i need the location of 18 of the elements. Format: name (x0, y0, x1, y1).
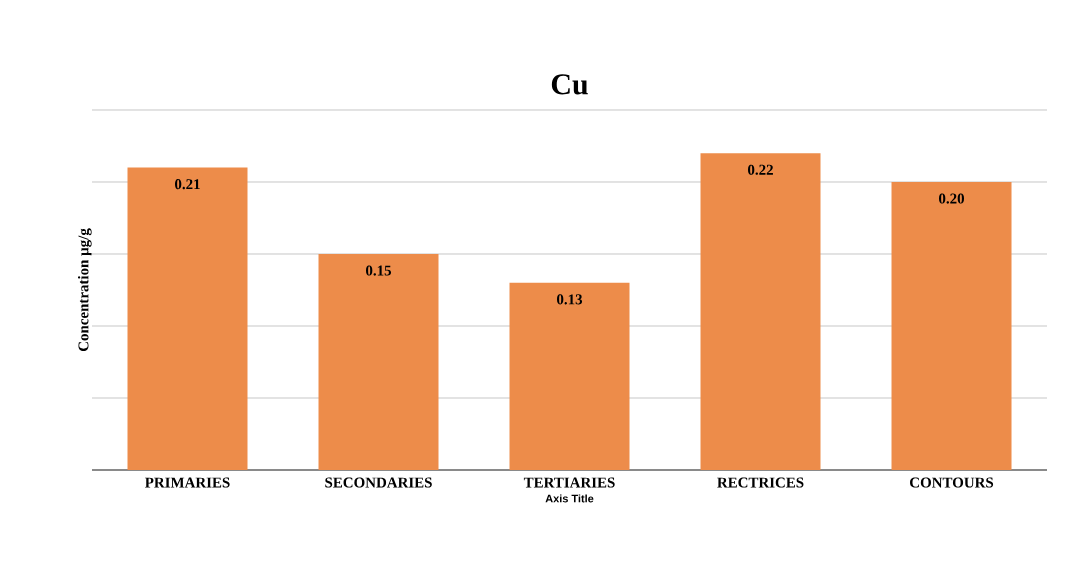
chart-title: Cu (551, 74, 588, 95)
data-label: 0.13 (556, 294, 583, 305)
bar (891, 182, 1012, 470)
x-tick-label: PRIMARIES (144, 477, 230, 488)
data-label: 0.20 (939, 193, 965, 204)
x-tick-label: TERTIARIES (523, 477, 615, 488)
x-tick-label: CONTOURS (910, 477, 994, 488)
bar (318, 254, 439, 470)
bar (700, 153, 821, 470)
x-axis-title: Axis Title (545, 494, 594, 503)
data-label: 0.21 (174, 179, 200, 190)
bar (127, 167, 248, 470)
x-tick-label: RECTRICES (717, 477, 804, 488)
y-axis-title: Concentration µg/g (77, 228, 92, 352)
data-label: 0.22 (748, 164, 773, 175)
bar (509, 282, 630, 470)
data-label: 0.15 (365, 265, 392, 276)
x-tick-label: SECONDARIES (325, 477, 432, 488)
